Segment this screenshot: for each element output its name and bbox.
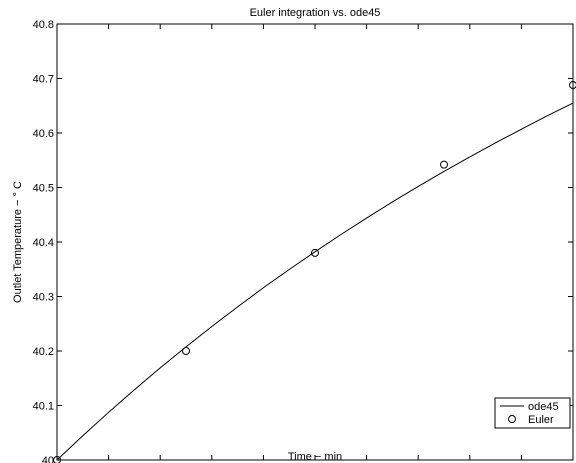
y-tick-label: 40.4	[33, 237, 54, 249]
legend-euler-marker	[508, 415, 516, 423]
y-axis: 40 40.1 40.2 40.3 40.4 40.5 40.6 40.7 40.8	[33, 19, 573, 463]
y-tick-label: 40.8	[33, 19, 54, 31]
data-point-Euler	[182, 347, 190, 355]
data-point-Euler	[311, 248, 319, 257]
legend-box	[494, 397, 571, 429]
data-point-Euler	[440, 160, 448, 169]
x-axis: 00.20.40.60.811.21.41.61.82	[56, 24, 574, 460]
y-tick-label: 40.3	[33, 292, 54, 304]
data-point-Euler	[569, 81, 576, 90]
y-axis-label: Outlet Temperature − ° C	[12, 181, 24, 303]
legend-euler-label: Euler	[528, 414, 554, 426]
legend-ode45-label: ode45	[528, 401, 559, 413]
y-tick-label: 40.6	[33, 128, 54, 140]
plot-area	[56, 23, 574, 461]
y-tick-label: 40.5	[33, 183, 54, 195]
y-tick-label: 40.7	[33, 74, 54, 86]
legend: ode45 Euler	[494, 397, 571, 429]
series-layer	[53, 81, 576, 463]
data-point-Euler	[53, 456, 61, 463]
chart-title: Euler integration vs. ode45	[250, 7, 381, 19]
series-line-ode45	[56, 102, 574, 461]
y-tick-label: 40	[42, 455, 54, 463]
y-tick-label: 40.1	[33, 401, 54, 413]
y-tick-label: 40.2	[33, 346, 54, 358]
